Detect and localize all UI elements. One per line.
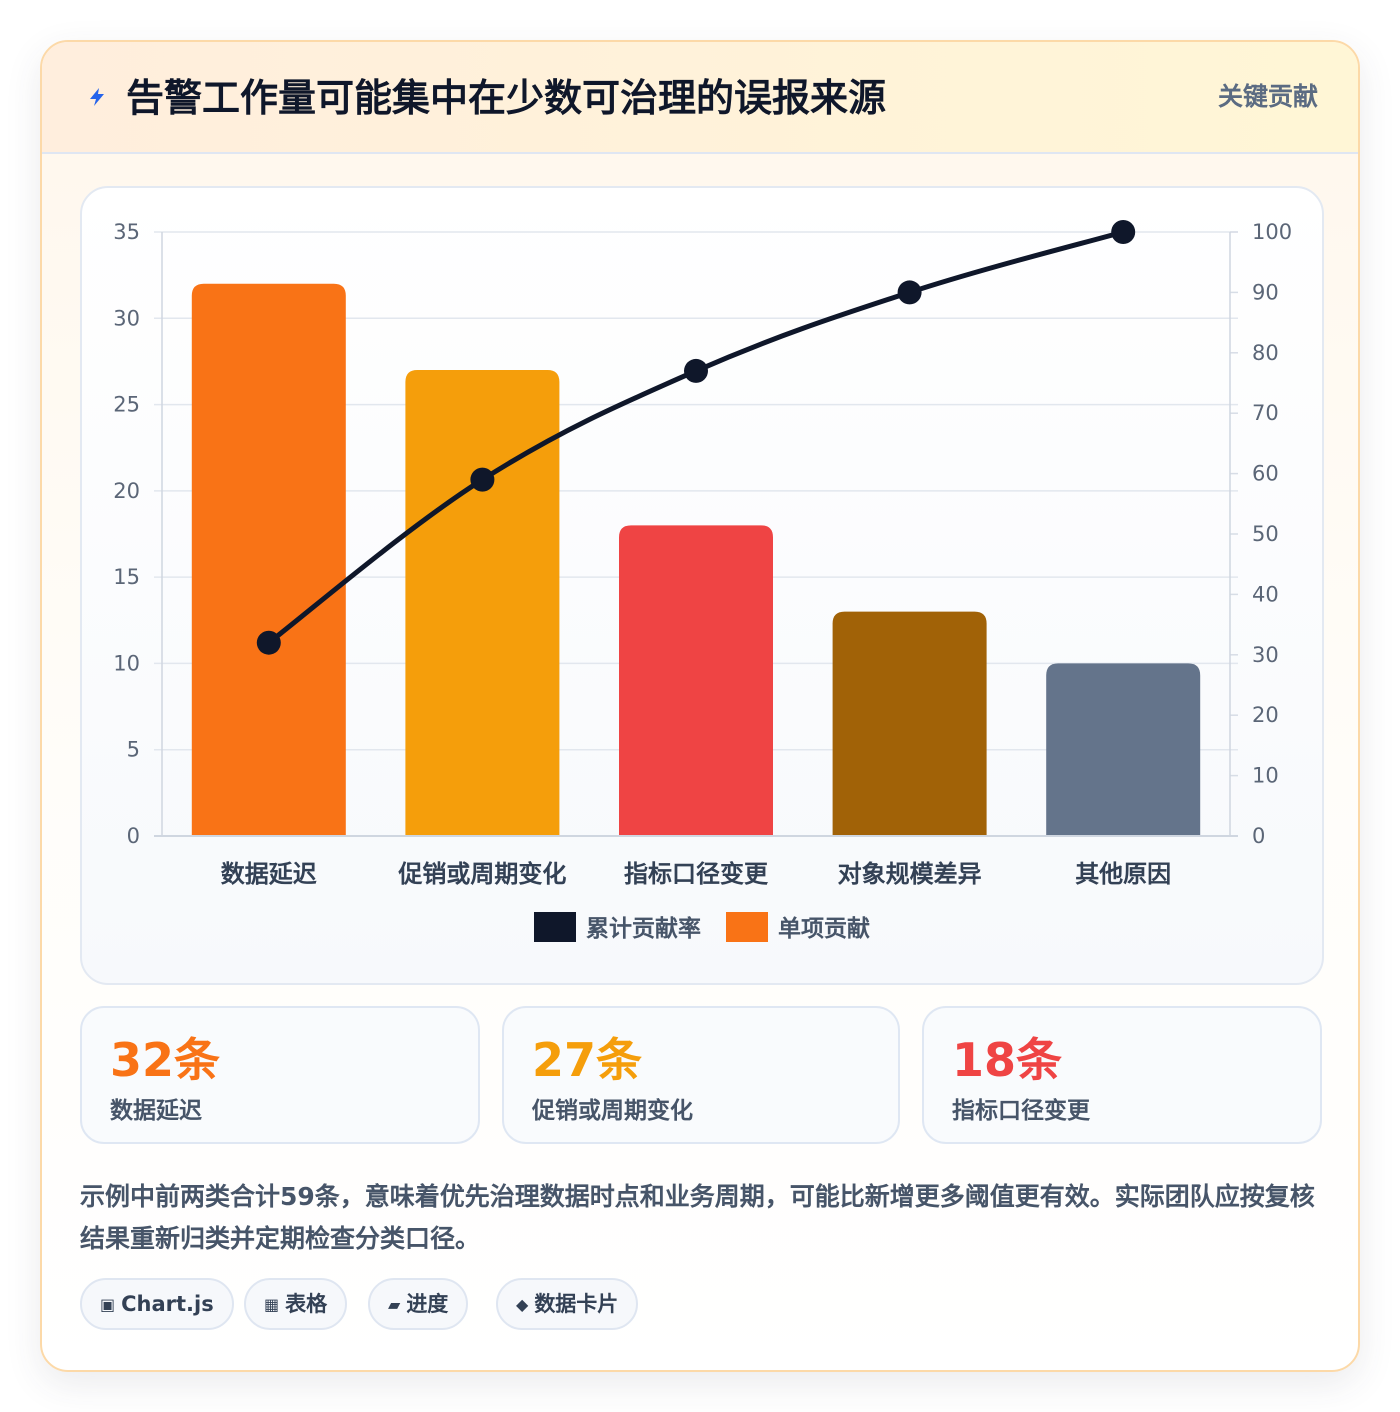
chip-data-card[interactable]: ◆ 数据卡片 [496,1278,639,1330]
y-left-tick-label: 0 [127,824,140,848]
legend-swatch [534,912,576,942]
cumulative-point [897,280,922,305]
lightning-icon [90,88,104,106]
x-tick-label: 促销或周期变化 [397,860,566,888]
y-right-tick-label: 40 [1252,582,1279,606]
x-tick-label: 数据延迟 [221,860,317,888]
x-tick-label: 指标口径变更 [624,860,769,888]
cumulative-point [256,630,281,655]
y-left-tick-label: 5 [127,738,140,762]
y-left-tick-label: 10 [113,651,140,675]
stat-card: 18条 指标口径变更 [922,1006,1322,1144]
legend-swatch [726,912,768,942]
x-tick-label: 其他原因 [1075,860,1171,888]
x-tick-label: 对象规模差异 [838,860,982,888]
key-contribution-badge: 关键贡献 [1217,82,1318,111]
chip-label: 数据卡片 [534,1292,619,1316]
stat-value: 32条 [110,1033,221,1087]
chip-label: 进度 [406,1292,449,1316]
stat-card: 27条 促销或周期变化 [502,1006,900,1144]
card: 告警工作量可能集中在少数可治理的误报来源 关键贡献 0 5 10 15 20 25 30 35… [40,40,1360,1372]
chip-progress[interactable]: ▰ 进度 [368,1278,469,1330]
stat-label: 指标口径变更 [952,1098,1090,1124]
chart-icon: ▣ [100,1295,116,1314]
y-right-tick-label: 80 [1252,341,1279,365]
bar [832,611,987,836]
cumulative-point [470,467,495,492]
y-right-tick-label: 90 [1252,280,1279,304]
y-right-tick-label: 10 [1252,764,1279,788]
data-card-icon: ◆ [516,1295,529,1314]
bar [405,370,560,836]
y-left-tick-label: 35 [113,220,140,244]
bar [191,283,346,836]
cumulative-point [1111,220,1136,244]
stat-label: 促销或周期变化 [532,1098,693,1124]
stat-label: 数据延迟 [110,1098,202,1124]
table-icon: ▦ [264,1295,280,1314]
y-right-tick-label: 0 [1252,824,1265,848]
chip-chartjs[interactable]: ▣ Chart.js [80,1278,234,1330]
chip-table[interactable]: ▦ 表格 [244,1278,348,1330]
bar [1046,663,1201,836]
y-left-tick-label: 15 [113,565,140,589]
chart-panel: 0 5 10 15 20 25 30 35 0 10 20 30 40 50 60 70 80 90 100 数据延迟… [80,186,1324,985]
y-right-tick-label: 20 [1252,703,1279,727]
card-header: 告警工作量可能集中在少数可治理的误报来源 关键贡献 [42,42,1358,154]
y-right-tick-label: 30 [1252,643,1279,667]
legend-label: 单项贡献 [778,916,870,942]
chip-label: 表格 [285,1292,328,1316]
summary-note: 示例中前两类合计59条，意味着优先治理数据时点和业务周期，可能比新增更多阈值更有… [80,1182,1315,1253]
y-right-tick-label: 50 [1252,522,1279,546]
y-right-tick-label: 70 [1252,401,1279,425]
y-left-tick-label: 25 [113,393,140,417]
stat-card: 32条 数据延迟 [80,1006,480,1144]
y-left-tick-label: 20 [113,479,140,503]
chip-label: Chart.js [121,1292,214,1316]
bar [619,525,773,836]
legend-label: 累计贡献率 [586,915,701,942]
page-title: 告警工作量可能集中在少数可治理的误报来源 [126,76,887,120]
y-right-tick-label: 100 [1252,220,1292,244]
progress-icon: ▰ [388,1295,401,1314]
cumulative-point [684,358,708,383]
stat-value: 27条 [532,1033,643,1087]
y-left-tick-label: 30 [113,306,140,330]
stat-value: 18条 [952,1033,1063,1087]
pareto-chart: 0 5 10 15 20 25 30 35 0 10 20 30 40 50 60 70 80 90 100 数据延迟… [113,220,1292,942]
y-right-tick-label: 60 [1252,462,1279,486]
